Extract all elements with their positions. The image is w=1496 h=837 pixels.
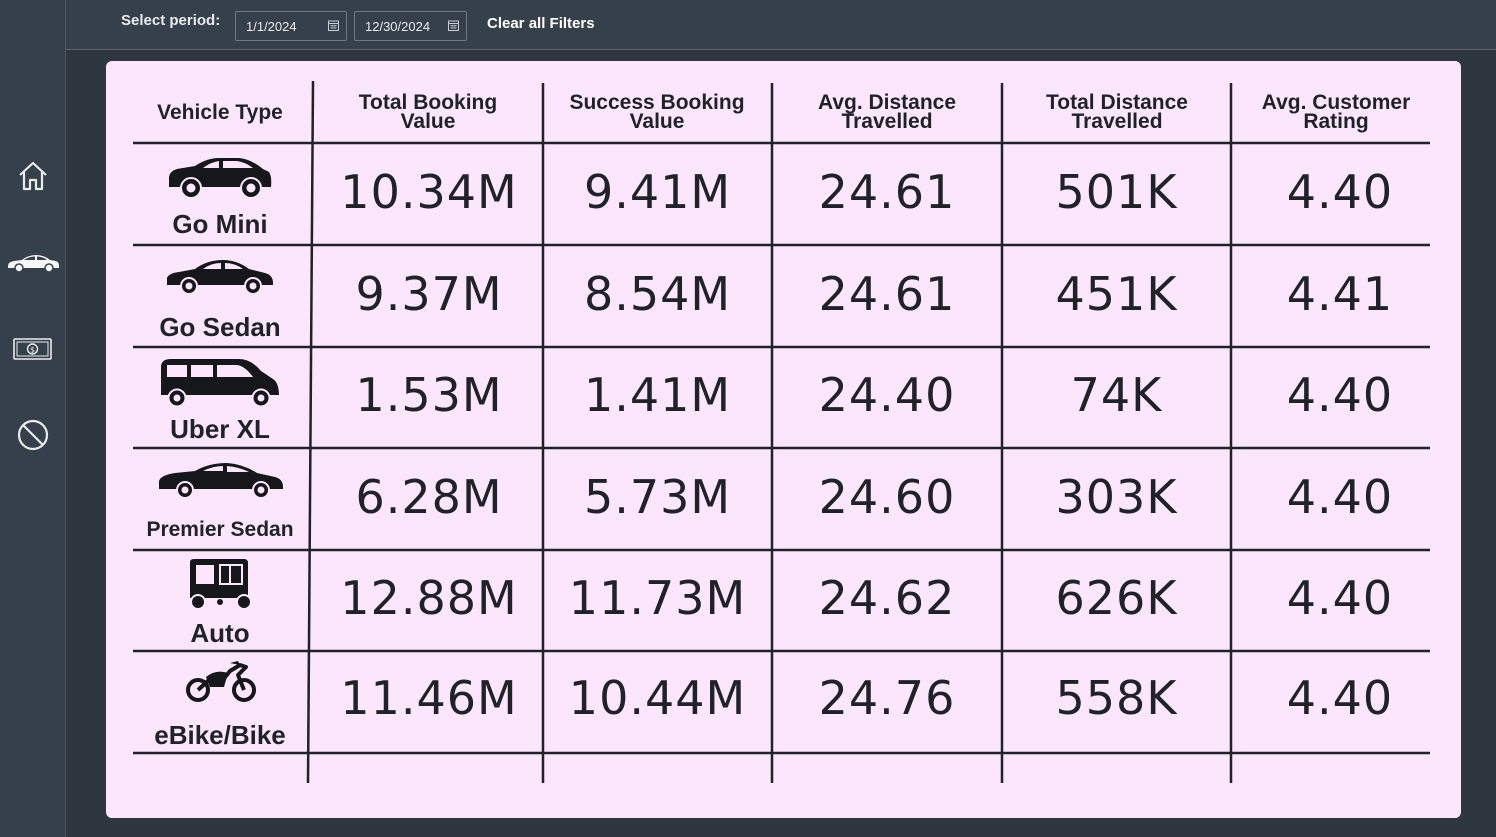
nav-home[interactable] bbox=[0, 151, 65, 201]
header-text: Avg. Distance bbox=[817, 91, 957, 114]
vehicle-label: Premier Sedan bbox=[146, 518, 294, 541]
header-text: Value bbox=[400, 110, 456, 133]
header-avg-rating: Avg. Customer Rating bbox=[1236, 91, 1436, 133]
vehicle-label: Uber XL bbox=[170, 414, 270, 444]
header-avg-distance: Avg. Distance Travelled bbox=[777, 91, 997, 133]
avg-distance-value: 24.40 bbox=[818, 368, 956, 422]
car-icon bbox=[7, 255, 59, 273]
money-icon: $ bbox=[12, 338, 52, 360]
cancel-icon bbox=[17, 419, 48, 451]
calendar-icon[interactable] bbox=[328, 20, 339, 31]
period-label: Select period: bbox=[121, 12, 221, 29]
header-total-booking: Total Booking Value bbox=[320, 91, 536, 133]
total-distance-value: 558K bbox=[1055, 671, 1178, 725]
filter-bar: Select period: 1/1/2024 12/30/2024 Clear… bbox=[66, 0, 1496, 50]
vehicle-summary-panel: Vehicle Type Total Booking Value Success… bbox=[106, 61, 1461, 818]
rating-value: 4.40 bbox=[1286, 470, 1394, 524]
header-text: Travelled bbox=[1071, 110, 1163, 133]
rating-value: 4.40 bbox=[1286, 368, 1394, 422]
rating-value: 4.41 bbox=[1286, 267, 1394, 321]
rating-value: 4.40 bbox=[1286, 671, 1394, 725]
end-date-value: 12/30/2024 bbox=[365, 19, 431, 34]
total-booking-value: 12.88M bbox=[340, 571, 518, 625]
nav-vehicles[interactable] bbox=[0, 238, 65, 288]
total-booking-value: 9.37M bbox=[355, 267, 503, 321]
vehicle-label: eBike/Bike bbox=[154, 720, 286, 750]
avg-distance-value: 24.76 bbox=[818, 671, 956, 725]
total-distance-value: 501K bbox=[1055, 165, 1178, 219]
vehicle-label: Go Sedan bbox=[159, 312, 281, 342]
total-booking-value: 10.34M bbox=[340, 165, 518, 219]
success-booking-value: 8.54M bbox=[583, 267, 732, 321]
vehicle-label: Auto bbox=[190, 618, 250, 648]
home-icon bbox=[18, 161, 47, 191]
end-date-input[interactable]: 12/30/2024 bbox=[354, 11, 467, 41]
success-booking-value: 1.41M bbox=[583, 368, 732, 422]
total-booking-value: 11.46M bbox=[340, 671, 518, 725]
start-date-value: 1/1/2024 bbox=[246, 19, 297, 34]
total-distance-value: 74K bbox=[1070, 368, 1163, 422]
calendar-icon[interactable] bbox=[448, 20, 459, 31]
start-date-input[interactable]: 1/1/2024 bbox=[235, 11, 347, 41]
header-text: Value bbox=[629, 110, 685, 133]
avg-distance-value: 24.61 bbox=[818, 267, 956, 321]
avg-distance-value: 24.60 bbox=[818, 470, 956, 524]
total-distance-value: 626K bbox=[1055, 571, 1178, 625]
auto-rickshaw-icon bbox=[190, 559, 252, 610]
header-total-distance: Total Distance Travelled bbox=[1007, 91, 1227, 133]
vehicle-label: Go Mini bbox=[172, 209, 268, 239]
nav-cancellations[interactable] bbox=[0, 410, 65, 460]
total-distance-value: 451K bbox=[1055, 267, 1178, 321]
premier-sedan-icon bbox=[159, 463, 283, 499]
side-nav: $ bbox=[0, 0, 66, 837]
header-text: Total Booking bbox=[358, 91, 498, 114]
svg-text:$: $ bbox=[29, 346, 34, 355]
success-booking-value: 11.73M bbox=[568, 571, 747, 625]
nav-revenue[interactable]: $ bbox=[0, 324, 65, 374]
rating-value: 4.40 bbox=[1286, 571, 1394, 625]
total-distance-value: 303K bbox=[1055, 470, 1178, 524]
header-vehicle-type: Vehicle Type bbox=[157, 101, 283, 124]
clear-filters-button[interactable]: Clear all Filters bbox=[487, 15, 595, 32]
minivan-icon bbox=[161, 359, 279, 408]
success-booking-value: 5.73M bbox=[583, 470, 732, 524]
hatchback-icon bbox=[169, 158, 272, 199]
header-text: Success Booking bbox=[569, 91, 745, 114]
avg-distance-value: 24.62 bbox=[818, 571, 956, 625]
header-success-booking: Success Booking Value bbox=[548, 91, 766, 133]
header-text: Rating bbox=[1303, 110, 1369, 133]
header-text: Travelled bbox=[841, 110, 933, 133]
motorbike-icon bbox=[186, 661, 256, 702]
header-text: Avg. Customer bbox=[1261, 91, 1411, 114]
rating-value: 4.40 bbox=[1286, 165, 1394, 219]
success-booking-value: 10.44M bbox=[568, 671, 747, 725]
total-booking-value: 6.28M bbox=[355, 470, 503, 524]
total-booking-value: 1.53M bbox=[355, 368, 503, 422]
avg-distance-value: 24.61 bbox=[818, 165, 956, 219]
success-booking-value: 9.41M bbox=[583, 165, 732, 219]
header-text: Total Distance bbox=[1046, 91, 1188, 114]
